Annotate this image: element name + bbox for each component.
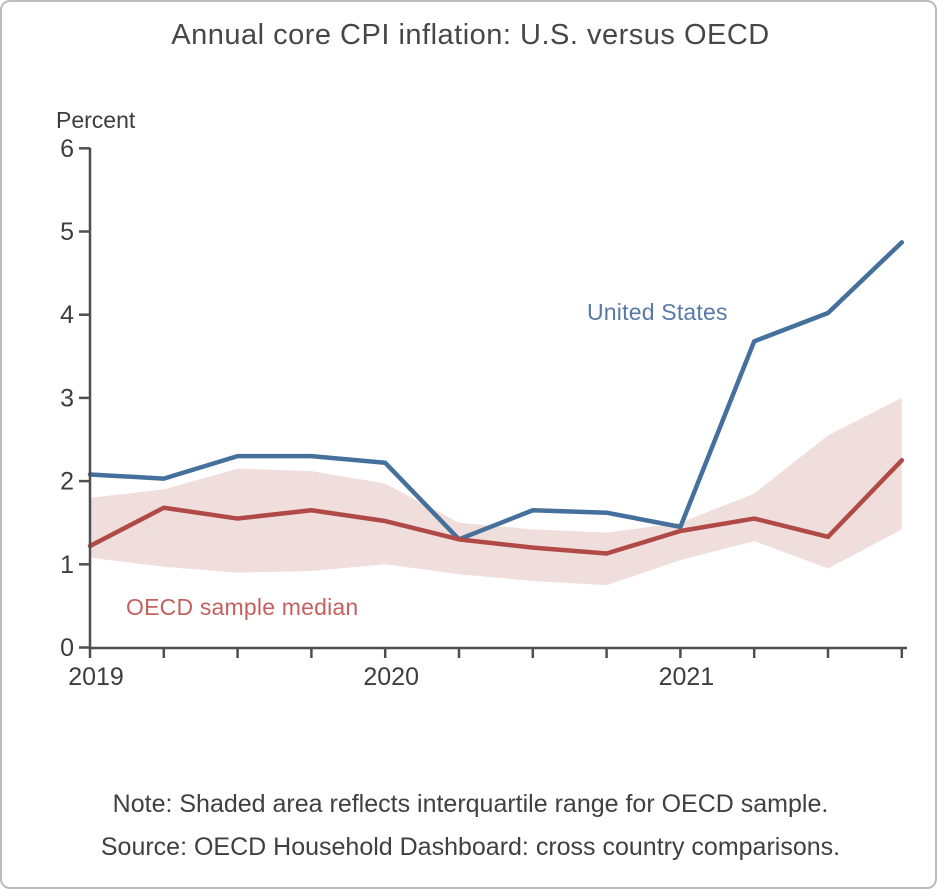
cpi-line-chart: 0 1 2 3 4 5 6 2019 2020 2021 <box>60 135 907 691</box>
y-tick-label: 4 <box>60 301 74 329</box>
series-line-1 <box>87 458 905 556</box>
source-text: Source: OECD Household Dashboard: cross … <box>100 833 841 861</box>
note-text: Note: Shaded area reflects interquartile… <box>112 790 829 818</box>
x-tick-label: 2021 <box>659 663 715 691</box>
y-tick-label: 1 <box>60 551 74 579</box>
us-series-label: United States <box>587 299 728 325</box>
y-tick-label: 6 <box>60 135 74 163</box>
y-tick-label: 3 <box>60 384 74 412</box>
footnote-block: Note: Shaded area reflects interquartile… <box>2 783 935 869</box>
iqr-band <box>90 397 902 586</box>
series-line-0 <box>87 240 905 542</box>
y-axis-title: Percent <box>56 107 136 133</box>
x-tick-label: 2019 <box>68 663 124 691</box>
y-tick-label: 5 <box>60 218 74 246</box>
y-tick-label: 2 <box>60 468 74 496</box>
x-tick-label: 2020 <box>363 663 419 691</box>
y-tick-label: 0 <box>60 634 74 662</box>
chart-title: Annual core CPI inflation: U.S. versus O… <box>171 19 770 51</box>
oecd-series-label: OECD sample median <box>126 594 359 620</box>
